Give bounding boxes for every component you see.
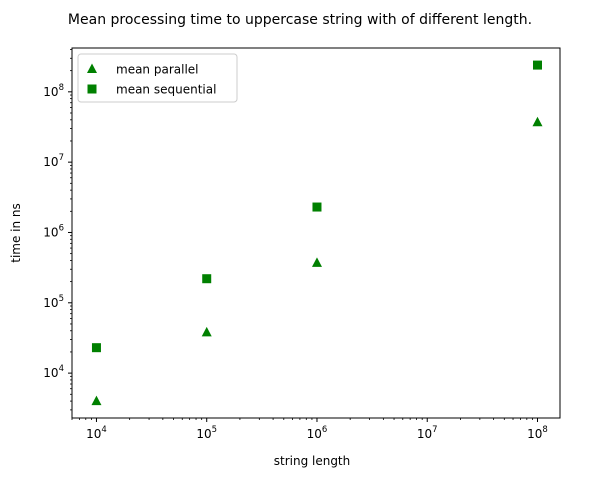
y-tick-label: 104 bbox=[43, 364, 64, 380]
legend-marker-triangle bbox=[87, 63, 97, 73]
data-point-triangle bbox=[91, 395, 102, 406]
chart-title: Mean processing time to uppercase string… bbox=[68, 12, 532, 28]
legend-label: mean sequential bbox=[116, 83, 216, 97]
x-axis: 104 105 106 107 108 bbox=[71, 418, 548, 441]
x-tick-label: 108 bbox=[527, 425, 548, 441]
x-tick-label: 106 bbox=[307, 425, 328, 441]
legend-marker-square bbox=[87, 84, 97, 94]
x-axis-label: string length bbox=[274, 454, 351, 468]
data-point-square bbox=[532, 60, 542, 70]
legend-box bbox=[77, 53, 238, 103]
y-tick-label: 108 bbox=[43, 83, 64, 99]
y-tick-label: 105 bbox=[43, 294, 64, 310]
x-tick-label: 104 bbox=[86, 425, 107, 441]
plot-area bbox=[91, 60, 543, 406]
data-point-triangle bbox=[311, 257, 322, 267]
y-tick-label: 107 bbox=[43, 153, 64, 169]
y-axis-label: time in ns bbox=[9, 203, 23, 263]
y-axis: 104 105 106 107 108 bbox=[43, 49, 72, 411]
y-tick-label: 106 bbox=[43, 223, 64, 239]
legend: mean parallel mean sequential bbox=[77, 53, 238, 103]
data-point-square bbox=[202, 274, 212, 284]
x-tick-label: 105 bbox=[196, 425, 217, 441]
data-point-triangle bbox=[201, 326, 212, 337]
data-point-square bbox=[91, 343, 101, 353]
data-point-square bbox=[312, 202, 322, 212]
data-point-triangle bbox=[532, 116, 543, 127]
x-tick-label: 107 bbox=[417, 425, 438, 441]
legend-label: mean parallel bbox=[116, 63, 199, 77]
plot-frame bbox=[71, 47, 561, 419]
